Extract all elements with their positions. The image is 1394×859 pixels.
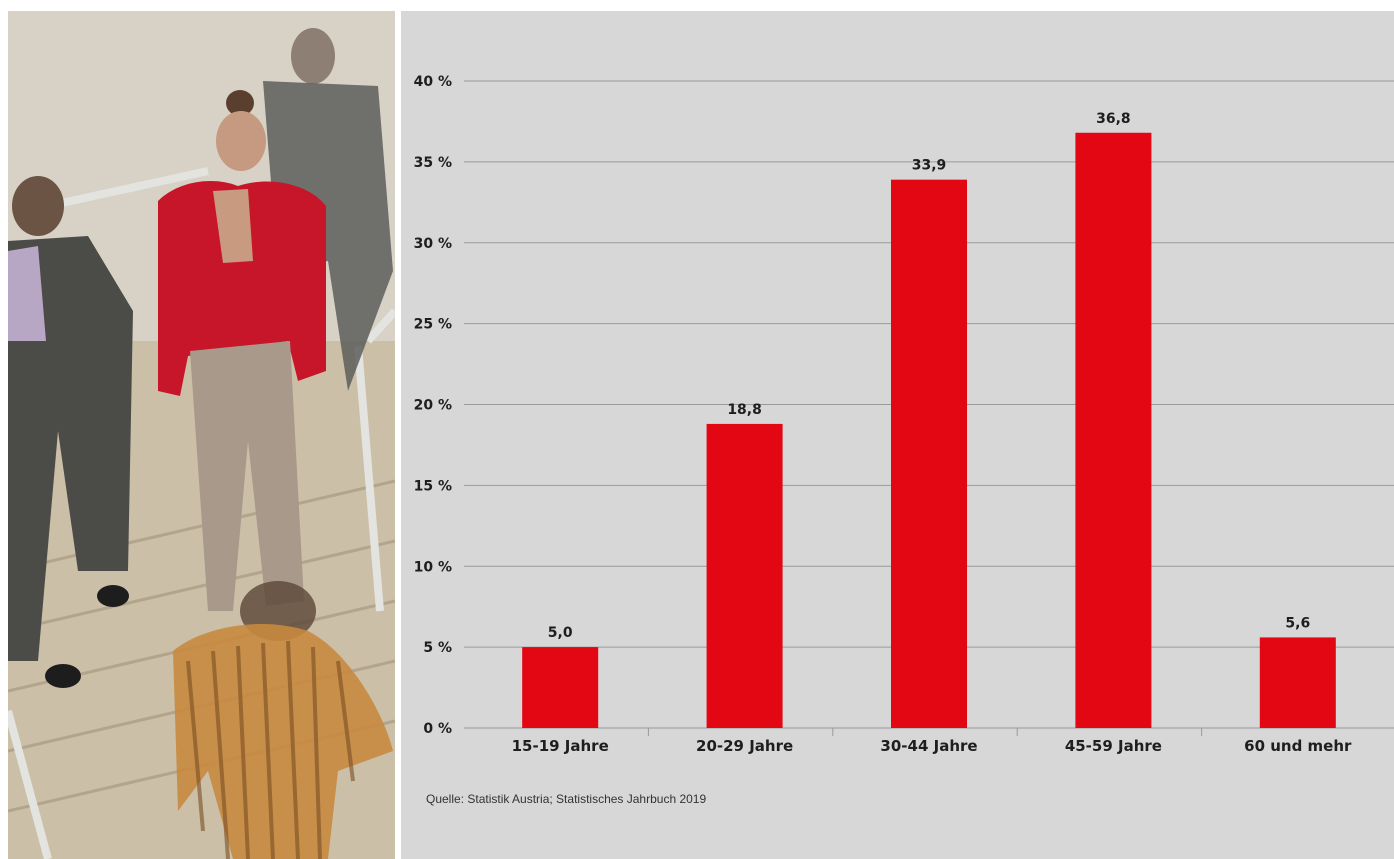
category-label: 60 und mehr	[1244, 737, 1352, 755]
y-tick-label: 40 %	[414, 74, 452, 90]
data-label: 33,9	[912, 158, 947, 174]
category-label: 30-44 Jahre	[880, 737, 977, 755]
y-tick-label: 10 %	[414, 559, 452, 575]
y-tick-label: 0 %	[423, 721, 452, 737]
bar-5	[1259, 637, 1336, 728]
photo-people-on-stairs	[8, 11, 395, 859]
bar-2	[706, 423, 783, 728]
y-tick-label: 35 %	[414, 155, 452, 171]
data-label: 5,6	[1285, 615, 1310, 631]
category-label: 15-19 Jahre	[512, 737, 609, 755]
y-tick-label: 15 %	[414, 478, 452, 494]
bar-4	[1075, 132, 1152, 728]
data-label: 5,0	[548, 625, 573, 641]
source-note: Quelle: Statistik Austria; Statistisches…	[426, 792, 707, 806]
y-tick-label: 25 %	[414, 317, 452, 333]
people-walking-stairs-photo	[8, 11, 395, 859]
y-tick-label: 20 %	[414, 398, 452, 414]
data-label: 18,8	[727, 402, 762, 418]
chart-panel: 0 % 5 % 10 % 15 % 20 % 25 % 30 % 35 % 40 % 5,0 15-…	[401, 11, 1394, 859]
category-label: 45-59 Jahre	[1065, 737, 1162, 755]
bar-3	[891, 179, 967, 729]
bar-1	[522, 647, 599, 728]
bar-chart: 0 % 5 % 10 % 15 % 20 % 25 % 30 % 35 % 40 % 5,0 15-…	[414, 74, 1394, 755]
data-label: 36,8	[1096, 111, 1131, 127]
y-tick-label: 5 %	[423, 640, 452, 656]
category-label: 20-29 Jahre	[696, 737, 793, 755]
y-tick-label: 30 %	[414, 236, 452, 252]
